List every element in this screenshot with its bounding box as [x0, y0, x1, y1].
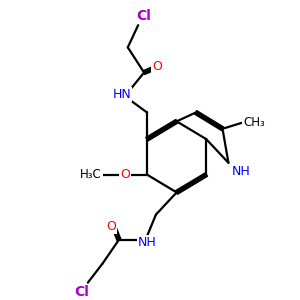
Text: NH: NH	[138, 236, 156, 249]
Text: H₃C: H₃C	[80, 168, 102, 181]
Text: HN: HN	[112, 88, 131, 101]
Text: O: O	[152, 60, 162, 73]
Text: NH: NH	[232, 165, 250, 178]
Text: O: O	[120, 168, 130, 181]
Text: O: O	[106, 220, 116, 233]
Text: Cl: Cl	[74, 285, 89, 299]
Text: CH₃: CH₃	[243, 116, 265, 129]
Text: Cl: Cl	[136, 9, 151, 23]
